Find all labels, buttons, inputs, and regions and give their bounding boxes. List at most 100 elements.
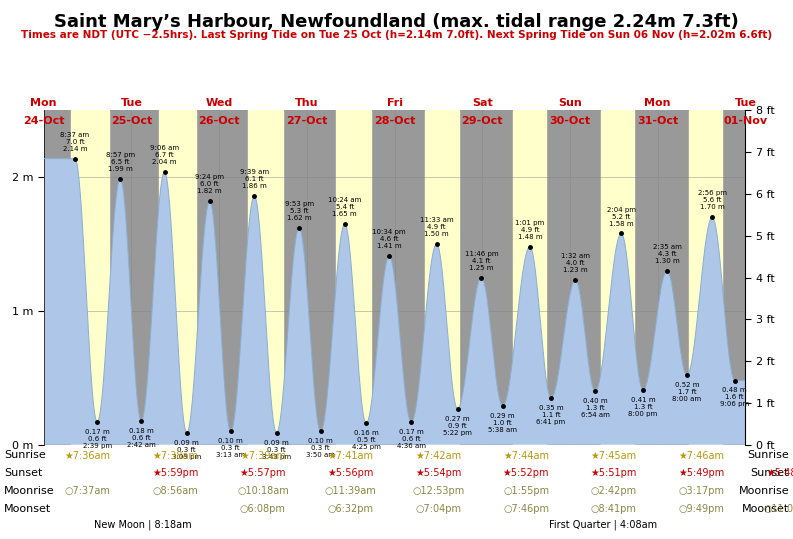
- Text: 0.29 m
1.0 ft
5:38 am: 0.29 m 1.0 ft 5:38 am: [488, 413, 517, 433]
- Text: 1:01 pm
4.9 ft
1.48 m: 1:01 pm 4.9 ft 1.48 m: [515, 220, 545, 240]
- Text: ★5:51pm: ★5:51pm: [591, 468, 637, 478]
- Text: 0.35 m
1.1 ft
6:41 pm: 0.35 m 1.1 ft 6:41 pm: [536, 405, 565, 425]
- Bar: [513, 110, 546, 445]
- Text: ○7:46pm: ○7:46pm: [503, 504, 549, 514]
- Text: 0.52 m
1.7 ft
8:00 am: 0.52 m 1.7 ft 8:00 am: [672, 382, 702, 402]
- Text: Moonset: Moonset: [741, 504, 789, 514]
- Text: 01-Nov: 01-Nov: [723, 116, 768, 126]
- Text: 11:33 am
4.9 ft
1.50 m: 11:33 am 4.9 ft 1.50 m: [419, 217, 454, 237]
- Text: 0.10 m
0.3 ft
3:50 am: 0.10 m 0.3 ft 3:50 am: [306, 438, 335, 458]
- Text: ○12:53pm: ○12:53pm: [412, 486, 465, 496]
- Bar: [601, 110, 634, 445]
- Text: 0.09 m
0.3 ft
3:09 pm: 0.09 m 0.3 ft 3:09 pm: [172, 440, 201, 460]
- Text: ○6:08pm: ○6:08pm: [240, 504, 285, 514]
- Bar: [689, 110, 722, 445]
- Bar: [71, 110, 109, 445]
- Text: ★5:48pm: ★5:48pm: [766, 468, 793, 478]
- Text: ○11:39am: ○11:39am: [325, 486, 377, 496]
- Text: 9:06 am
6.7 ft
2.04 m: 9:06 am 6.7 ft 2.04 m: [150, 145, 179, 165]
- Text: Wed: Wed: [205, 98, 232, 108]
- Text: 8:57 pm
6.5 ft
1.99 m: 8:57 pm 6.5 ft 1.99 m: [105, 151, 135, 172]
- Text: Sunset: Sunset: [4, 468, 42, 478]
- Text: 2:04 pm
5.2 ft
1.58 m: 2:04 pm 5.2 ft 1.58 m: [607, 206, 636, 226]
- Text: Moonrise: Moonrise: [738, 486, 789, 496]
- Text: 0.16 m
0.5 ft
4:25 pm: 0.16 m 0.5 ft 4:25 pm: [352, 430, 381, 450]
- Text: ★5:49pm: ★5:49pm: [679, 468, 725, 478]
- Text: 1:32 am
4.0 ft
1.23 m: 1:32 am 4.0 ft 1.23 m: [561, 253, 590, 273]
- Text: ○11:07pm: ○11:07pm: [763, 504, 793, 514]
- Text: 2:35 am
4.3 ft
1.30 m: 2:35 am 4.3 ft 1.30 m: [653, 244, 681, 264]
- Text: 10:24 am
5.4 ft
1.65 m: 10:24 am 5.4 ft 1.65 m: [328, 197, 362, 217]
- Text: Tue: Tue: [121, 98, 142, 108]
- Text: ○7:37am: ○7:37am: [64, 486, 110, 496]
- Text: Mon: Mon: [645, 98, 671, 108]
- Text: 11:46 pm
4.1 ft
1.25 m: 11:46 pm 4.1 ft 1.25 m: [465, 251, 498, 271]
- Text: 10:34 pm
4.6 ft
1.41 m: 10:34 pm 4.6 ft 1.41 m: [373, 229, 406, 249]
- Text: Sun: Sun: [558, 98, 582, 108]
- Text: Sunrise: Sunrise: [747, 451, 789, 460]
- Bar: [247, 110, 283, 445]
- Text: ★7:45am: ★7:45am: [591, 451, 637, 460]
- Text: 31-Oct: 31-Oct: [637, 116, 678, 126]
- Text: ★5:59pm: ★5:59pm: [152, 468, 198, 478]
- Text: 9:39 am
6.1 ft
1.86 m: 9:39 am 6.1 ft 1.86 m: [239, 169, 269, 189]
- Bar: [335, 110, 371, 445]
- Text: ★5:56pm: ★5:56pm: [328, 468, 374, 478]
- Text: New Moon | 8:18am: New Moon | 8:18am: [94, 520, 192, 530]
- Text: 0.27 m
0.9 ft
5:22 pm: 0.27 m 0.9 ft 5:22 pm: [443, 416, 472, 436]
- Text: 0.09 m
0.3 ft
3:43 pm: 0.09 m 0.3 ft 3:43 pm: [262, 440, 291, 460]
- Bar: [424, 110, 459, 445]
- Text: ★7:46am: ★7:46am: [679, 451, 725, 460]
- Text: 27-Oct: 27-Oct: [286, 116, 328, 126]
- Text: 9:24 pm
6.0 ft
1.82 m: 9:24 pm 6.0 ft 1.82 m: [195, 175, 224, 195]
- Text: 0.17 m
0.6 ft
4:36 am: 0.17 m 0.6 ft 4:36 am: [396, 429, 426, 449]
- Text: ★7:38am: ★7:38am: [152, 451, 198, 460]
- Text: ★7:39am: ★7:39am: [240, 451, 286, 460]
- Text: ○7:04pm: ○7:04pm: [416, 504, 462, 514]
- Text: ○8:56am: ○8:56am: [152, 486, 198, 496]
- Text: First Quarter | 4:08am: First Quarter | 4:08am: [549, 520, 657, 530]
- Text: 0.41 m
1.3 ft
8:00 pm: 0.41 m 1.3 ft 8:00 pm: [628, 397, 657, 417]
- Text: ○3:17pm: ○3:17pm: [679, 486, 725, 496]
- Text: 29-Oct: 29-Oct: [462, 116, 503, 126]
- Text: ★7:41am: ★7:41am: [328, 451, 374, 460]
- Text: 26-Oct: 26-Oct: [198, 116, 239, 126]
- Text: ★7:36am: ★7:36am: [64, 451, 110, 460]
- Text: 0.48 m
1.6 ft
9:06 pm: 0.48 m 1.6 ft 9:06 pm: [720, 388, 749, 407]
- Text: Times are NDT (UTC −2.5hrs). Last Spring Tide on Tue 25 Oct (h=2.14m 7.0ft). Nex: Times are NDT (UTC −2.5hrs). Last Spring…: [21, 30, 772, 40]
- Text: 28-Oct: 28-Oct: [374, 116, 416, 126]
- Text: ○6:32pm: ○6:32pm: [328, 504, 374, 514]
- Text: 30-Oct: 30-Oct: [550, 116, 591, 126]
- Text: Moonset: Moonset: [4, 504, 52, 514]
- Text: 9:53 pm
5.3 ft
1.62 m: 9:53 pm 5.3 ft 1.62 m: [285, 201, 314, 221]
- Text: 0.17 m
0.6 ft
2:39 pm: 0.17 m 0.6 ft 2:39 pm: [82, 429, 112, 449]
- Text: Tue: Tue: [734, 98, 757, 108]
- Text: Thu: Thu: [295, 98, 319, 108]
- Text: ★5:54pm: ★5:54pm: [416, 468, 462, 478]
- Bar: [159, 110, 196, 445]
- Text: Mon: Mon: [30, 98, 57, 108]
- Text: 0.40 m
1.3 ft
6:54 am: 0.40 m 1.3 ft 6:54 am: [580, 398, 610, 418]
- Text: ○9:49pm: ○9:49pm: [679, 504, 725, 514]
- Text: 25-Oct: 25-Oct: [111, 116, 152, 126]
- Text: ★7:44am: ★7:44am: [503, 451, 549, 460]
- Text: 0.18 m
0.6 ft
2:42 am: 0.18 m 0.6 ft 2:42 am: [127, 427, 155, 447]
- Text: 2:56 pm
5.6 ft
1.70 m: 2:56 pm 5.6 ft 1.70 m: [698, 190, 726, 211]
- Text: Sunset: Sunset: [751, 468, 789, 478]
- Text: ○8:41pm: ○8:41pm: [591, 504, 637, 514]
- Text: 0.10 m
0.3 ft
3:13 am: 0.10 m 0.3 ft 3:13 am: [216, 438, 245, 458]
- Text: 24-Oct: 24-Oct: [23, 116, 64, 126]
- Text: ★5:52pm: ★5:52pm: [503, 468, 550, 478]
- Text: ○1:55pm: ○1:55pm: [503, 486, 550, 496]
- Text: Fri: Fri: [386, 98, 403, 108]
- Text: ★7:42am: ★7:42am: [416, 451, 462, 460]
- Text: ★5:57pm: ★5:57pm: [239, 468, 286, 478]
- Text: Sat: Sat: [472, 98, 492, 108]
- Text: Sunrise: Sunrise: [4, 451, 46, 460]
- Polygon shape: [44, 158, 745, 445]
- Text: Moonrise: Moonrise: [4, 486, 55, 496]
- Text: ○2:42pm: ○2:42pm: [591, 486, 637, 496]
- Text: Saint Mary’s Harbour, Newfoundland (max. tidal range 2.24m 7.3ft): Saint Mary’s Harbour, Newfoundland (max.…: [54, 13, 739, 31]
- Text: ○10:18am: ○10:18am: [237, 486, 289, 496]
- Text: 8:37 am
7.0 ft
2.14 m: 8:37 am 7.0 ft 2.14 m: [60, 132, 90, 151]
